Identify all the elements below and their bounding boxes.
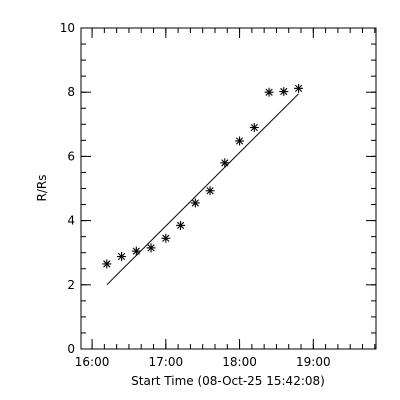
y-tick-label: 2 bbox=[67, 278, 75, 292]
plot-frame bbox=[80, 27, 377, 350]
x-tick-label: 16:00 bbox=[75, 355, 110, 369]
data-point-3 bbox=[131, 246, 141, 256]
data-point-4 bbox=[146, 243, 156, 253]
data-point-14 bbox=[294, 83, 304, 93]
marker-stroke bbox=[147, 244, 155, 252]
marker-stroke bbox=[103, 260, 111, 268]
marker-stroke bbox=[250, 123, 258, 132]
marker-stroke bbox=[206, 187, 214, 195]
fit-line bbox=[106, 93, 299, 286]
data-point-1 bbox=[102, 259, 112, 269]
marker-stroke bbox=[191, 199, 199, 207]
x-tick-label: 18:00 bbox=[222, 355, 257, 369]
data-point-11 bbox=[249, 123, 259, 133]
data-point-12 bbox=[264, 87, 274, 97]
data-point-7 bbox=[190, 198, 200, 208]
y-tick-label: 6 bbox=[67, 149, 75, 163]
marker-stroke bbox=[280, 87, 288, 96]
y-tick-label: 10 bbox=[60, 21, 75, 35]
data-point-2 bbox=[117, 252, 127, 262]
ticks bbox=[81, 27, 376, 350]
data-markers bbox=[102, 83, 304, 269]
data-point-13 bbox=[279, 87, 289, 97]
marker-stroke bbox=[235, 137, 244, 145]
y-axis-title: R/Rs bbox=[35, 175, 49, 202]
y-tick-label: 0 bbox=[67, 342, 75, 356]
data-point-5 bbox=[161, 233, 171, 243]
data-point-9 bbox=[220, 158, 230, 168]
marker-stroke bbox=[294, 84, 303, 92]
marker-stroke bbox=[265, 88, 273, 96]
x-tick-labels: 16:00 17:00 18:00 19:00 bbox=[75, 355, 331, 369]
y-tick-label: 4 bbox=[67, 214, 75, 228]
marker-stroke bbox=[132, 247, 140, 255]
x-tick-label: 19:00 bbox=[296, 355, 331, 369]
marker-stroke bbox=[117, 252, 126, 261]
marker-stroke bbox=[221, 159, 229, 167]
marker-stroke bbox=[162, 234, 170, 242]
y-tick-labels: 0 2 4 6 8 10 bbox=[60, 21, 75, 356]
data-point-6 bbox=[176, 220, 186, 230]
x-tick-label: 17:00 bbox=[149, 355, 184, 369]
x-axis-title: Start Time (08-Oct-25 15:42:08) bbox=[131, 374, 325, 388]
y-tick-label: 8 bbox=[67, 85, 75, 99]
marker-stroke bbox=[176, 221, 185, 230]
data-point-10 bbox=[235, 136, 245, 146]
data-point-8 bbox=[205, 186, 215, 196]
